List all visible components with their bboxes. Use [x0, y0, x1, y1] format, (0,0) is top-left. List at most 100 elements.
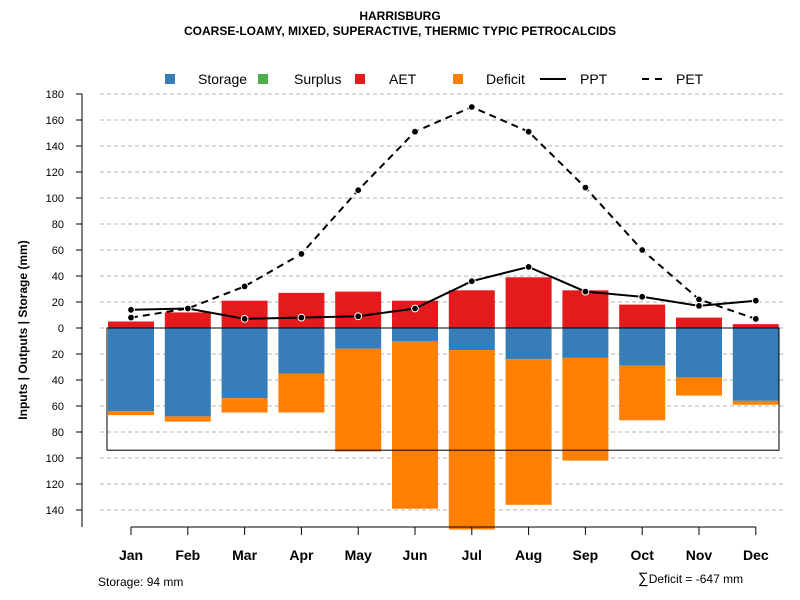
- y-axis-label: Inputs | Outputs | Storage (mm): [16, 240, 30, 419]
- ppt-point: [354, 312, 363, 321]
- aet-bar: [619, 304, 666, 328]
- y-tick-label: 0: [58, 323, 64, 335]
- y-tick-label: 120: [46, 479, 64, 491]
- legend-label-deficit: Deficit: [486, 71, 525, 87]
- pet-line: [130, 105, 757, 320]
- y-tick-label: 180: [46, 89, 64, 101]
- y-tick-label: 40: [52, 375, 64, 387]
- deficit-bar: [448, 350, 495, 530]
- aet-bar: [732, 324, 779, 328]
- storage-bar: [221, 328, 268, 399]
- pet-point: [354, 186, 363, 195]
- pet-point: [695, 295, 703, 304]
- y-tick-label: 40: [52, 271, 64, 283]
- y-tick-label: 100: [46, 193, 64, 205]
- bars-group: [108, 277, 779, 530]
- storage-bar: [164, 328, 211, 417]
- storage-bar: [562, 328, 609, 358]
- x-tick-label: Nov: [686, 547, 713, 563]
- storage-capacity-outline: [106, 327, 780, 451]
- x-tick-label: Feb: [175, 547, 200, 563]
- ppt-point: [127, 305, 135, 314]
- deficit-bar: [278, 373, 325, 413]
- x-tick-label: Oct: [631, 547, 655, 563]
- storage-capacity-box: [106, 327, 780, 451]
- grid-lines: [100, 93, 785, 511]
- deficit-bar: [108, 411, 154, 416]
- pet-point: [411, 127, 419, 136]
- deficit-bar: [164, 416, 211, 422]
- deficit-note: ∑Deficit = -647 mm: [638, 570, 743, 587]
- ppt-point: [751, 296, 760, 305]
- chart-title: HARRISBURG: [359, 9, 441, 23]
- legend-label-ppt: PPT: [580, 71, 608, 87]
- storage-bar: [505, 328, 552, 360]
- deficit-bar: [732, 400, 779, 405]
- y-tick-label: 100: [46, 453, 64, 465]
- ppt-point: [695, 302, 703, 310]
- storage-bar: [108, 328, 154, 412]
- legend-label-storage: Storage: [198, 71, 247, 87]
- y-tick-label: 20: [52, 349, 64, 361]
- legend: Storage Surplus AET Deficit PPT PET: [165, 71, 704, 87]
- legend-label-aet: AET: [389, 71, 417, 87]
- ppt-point: [524, 263, 533, 271]
- pet-point: [467, 103, 476, 111]
- aet-bar: [164, 312, 211, 328]
- pet-point: [638, 246, 647, 254]
- aet-bar: [505, 277, 552, 328]
- pet-point: [524, 127, 533, 136]
- sum-symbol: ∑: [638, 570, 649, 587]
- deficit-bar: [221, 398, 268, 413]
- aet-bar: [108, 321, 154, 328]
- x-tick-label: Aug: [515, 547, 542, 563]
- x-tick-label: Dec: [743, 547, 769, 563]
- deficit-bar: [505, 359, 552, 505]
- lines-group: [127, 103, 760, 323]
- storage-bar: [732, 328, 779, 401]
- ppt-point: [467, 277, 476, 286]
- pet-point: [581, 183, 590, 192]
- y-tick-label: 120: [46, 167, 64, 179]
- x-tick-label: Jun: [403, 547, 428, 563]
- axes-group: 180 160 140 120 100 80 60 40 20 0 20 40 60 80 100 120 14…: [46, 89, 769, 563]
- ppt-point: [411, 304, 419, 313]
- x-tick-label: Sep: [573, 547, 599, 563]
- storage-bar: [676, 328, 722, 378]
- y-tick-label: 140: [46, 505, 64, 517]
- ppt-point: [297, 313, 306, 322]
- legend-swatch-surplus: [258, 74, 268, 84]
- legend-label-pet: PET: [676, 71, 704, 87]
- ppt-line: [130, 265, 756, 320]
- deficit-bar: [562, 357, 609, 461]
- storage-bar: [619, 328, 666, 366]
- aet-bar: [335, 291, 382, 328]
- legend-swatch-aet: [355, 74, 365, 84]
- pet-point: [751, 315, 760, 323]
- aet-bar: [676, 317, 722, 328]
- legend-swatch-deficit: [453, 74, 463, 84]
- y-tick-label: 80: [52, 219, 64, 231]
- x-tick-label: Mar: [232, 547, 257, 563]
- deficit-bar: [335, 348, 382, 452]
- pet-point: [297, 250, 306, 258]
- aet-bar: [278, 292, 325, 328]
- deficit-bar: [619, 365, 666, 421]
- x-tick-label: Jan: [119, 547, 143, 563]
- storage-bar: [392, 328, 438, 341]
- y-tick-label: 20: [52, 297, 64, 309]
- storage-note: Storage: 94 mm: [98, 575, 184, 589]
- deficit-bar: [392, 341, 438, 509]
- aet-bar: [562, 290, 609, 328]
- ppt-point: [240, 315, 249, 323]
- storage-bar: [335, 328, 382, 349]
- ppt-point: [638, 292, 647, 301]
- y-tick-label: 140: [46, 141, 64, 153]
- aet-bar: [448, 290, 495, 328]
- x-tick-label: Apr: [289, 547, 314, 563]
- y-tick-label: 60: [52, 401, 64, 413]
- x-tick-label: May: [345, 547, 372, 563]
- deficit-note-text: Deficit = -647 mm: [648, 572, 744, 586]
- y-tick-label: 60: [52, 245, 64, 257]
